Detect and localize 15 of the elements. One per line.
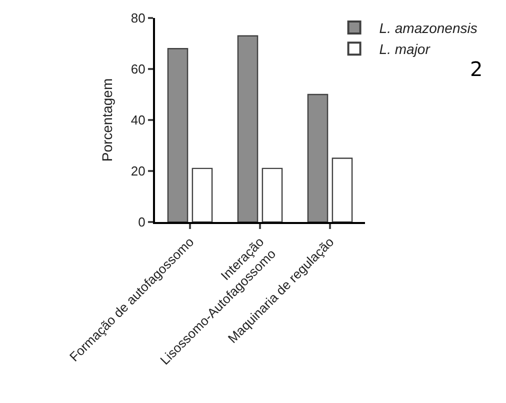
y-tick-label: 40 (130, 112, 146, 128)
legend-label: L. amazonensis (379, 20, 478, 36)
bar (262, 168, 283, 222)
y-axis-title: Porcentagem (99, 78, 116, 162)
bar (332, 158, 353, 222)
text: 2 (470, 57, 483, 81)
bar (192, 168, 213, 222)
bar (167, 48, 188, 222)
y-tick-label: 60 (130, 62, 146, 77)
y-tick-label: 20 (130, 164, 146, 179)
bar (237, 35, 258, 222)
bar (307, 94, 328, 222)
y-tick-label: 80 (130, 10, 146, 26)
legend-label: L. major (379, 41, 432, 58)
y-tick-label: 0 (138, 214, 146, 230)
